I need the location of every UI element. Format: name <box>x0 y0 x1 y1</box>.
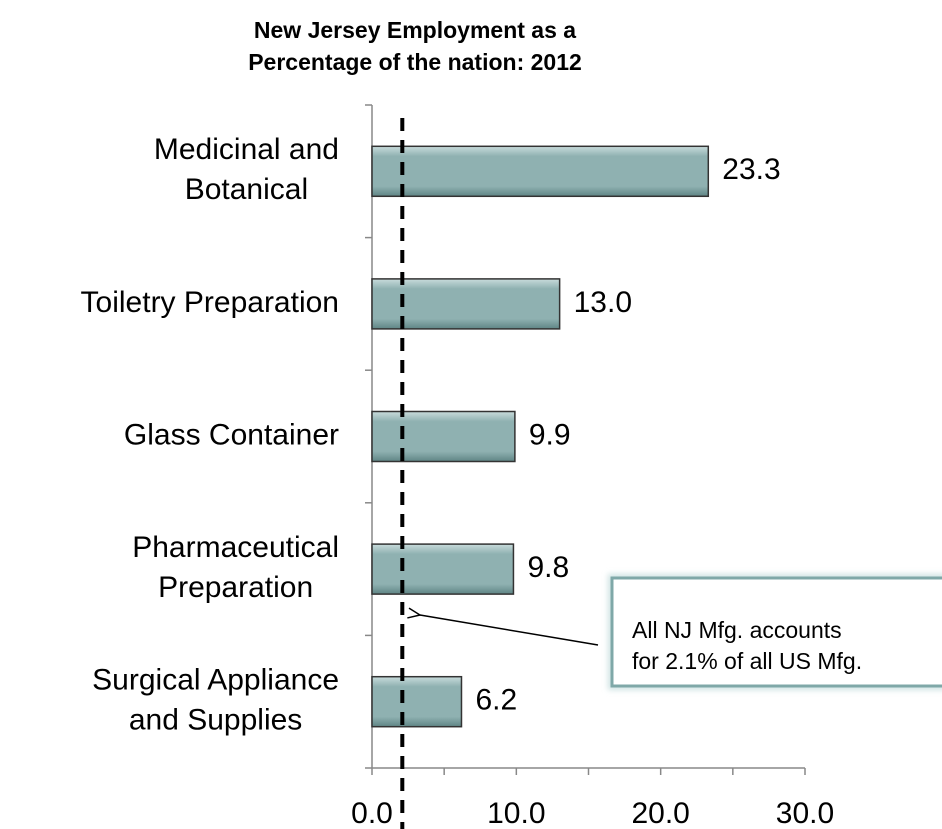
category-label: Glass Container <box>124 418 339 451</box>
x-tick-label: 0.0 <box>351 797 393 829</box>
category-label: Preparation <box>158 571 313 604</box>
x-tick-label: 30.0 <box>776 797 834 829</box>
value-label: 23.3 <box>722 153 780 186</box>
value-label: 9.9 <box>529 418 571 451</box>
bar <box>371 410 516 463</box>
annotation-arrow <box>420 615 599 646</box>
category-label: Toiletry Preparation <box>81 286 339 319</box>
category-label: Surgical Appliance <box>92 664 339 697</box>
bar <box>371 675 463 728</box>
value-label: 6.2 <box>475 684 517 717</box>
category-label: Medicinal and <box>154 133 339 166</box>
x-tick-label: 20.0 <box>631 797 689 829</box>
annotation-box <box>610 576 942 688</box>
chart-title: New Jersey Employment as a <box>254 17 576 43</box>
value-label: 9.8 <box>527 551 569 584</box>
value-label: 13.0 <box>574 286 632 319</box>
category-label: and Supplies <box>129 704 302 737</box>
annotation-text: All NJ Mfg. accounts <box>632 617 842 643</box>
chart-title: Percentage of the nation: 2012 <box>248 49 582 75</box>
category-label: Botanical <box>185 173 308 206</box>
bar <box>371 278 561 330</box>
category-label: Pharmaceutical <box>132 531 339 564</box>
annotation-text: for 2.1% of all US Mfg. <box>632 648 862 674</box>
x-tick-label: 10.0 <box>487 797 545 829</box>
bar <box>371 543 515 595</box>
bar <box>371 145 710 198</box>
